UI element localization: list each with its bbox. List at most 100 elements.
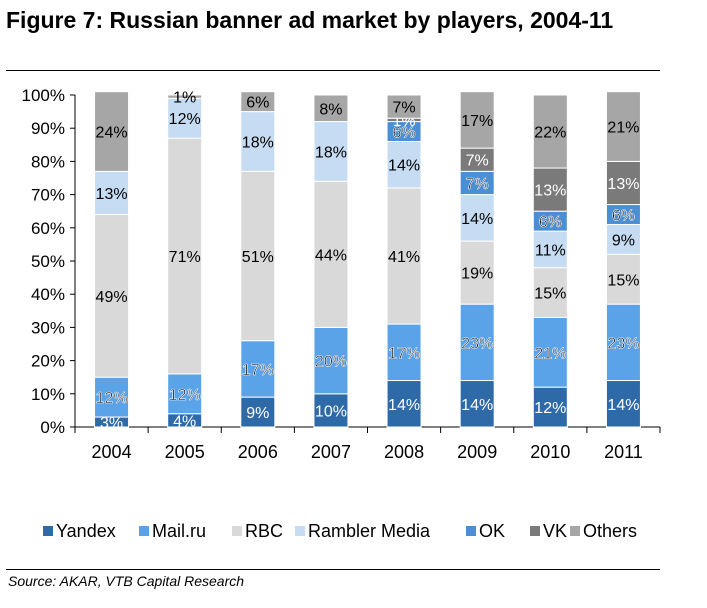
data-label: 9% (612, 232, 635, 249)
data-label: 18% (315, 144, 347, 161)
data-label: 17% (242, 362, 274, 379)
bar-segment (532, 316, 568, 388)
data-label: 14% (388, 158, 420, 175)
bar-segment (459, 91, 495, 149)
data-label: 13% (96, 186, 128, 203)
data-label: 15% (534, 286, 566, 303)
bar-segment (386, 140, 422, 189)
bar-segment (605, 223, 641, 255)
bar-segment (459, 240, 495, 305)
legend-label: Rambler Media (308, 521, 431, 541)
data-label: 13% (607, 176, 639, 193)
y-tick-label: 90% (31, 119, 65, 138)
legend-swatch (530, 526, 540, 536)
x-tick-label: 2009 (457, 442, 497, 462)
legend-swatch (232, 526, 242, 536)
data-label: 23% (461, 335, 493, 352)
bar-segment (240, 111, 276, 172)
data-label: 14% (388, 397, 420, 414)
data-label: 4% (173, 413, 196, 430)
x-tick-label: 2010 (530, 442, 570, 462)
data-label: 12% (169, 387, 201, 404)
bar-segment (94, 91, 130, 172)
data-label: 7% (466, 176, 489, 193)
data-label: 10% (315, 403, 347, 420)
bar-segment (167, 94, 203, 99)
data-label: 23% (607, 335, 639, 352)
data-label: 3% (100, 415, 123, 432)
data-label: 13% (534, 183, 566, 200)
y-tick-label: 100% (22, 86, 65, 105)
legend-label: Yandex (56, 521, 116, 541)
bar-segment (94, 376, 130, 418)
data-label: 12% (169, 111, 201, 128)
bar-segment (605, 380, 641, 428)
y-tick-label: 20% (31, 352, 65, 371)
data-label: 24% (96, 125, 128, 142)
data-label: 49% (96, 289, 128, 306)
data-label: 17% (461, 113, 493, 130)
data-label: 12% (96, 390, 128, 407)
data-label: 9% (246, 405, 269, 422)
data-label: 1% (173, 90, 196, 107)
legend-label: OK (479, 521, 505, 541)
legend-swatch (139, 526, 149, 536)
bar-segment (313, 121, 349, 182)
bar-segment (532, 94, 568, 169)
bar-segment (605, 253, 641, 305)
bar-segment (313, 393, 349, 428)
data-label: 11% (535, 242, 566, 259)
data-label: 6% (246, 95, 269, 112)
legend-swatch (43, 526, 53, 536)
source-note: Source: AKAR, VTB Capital Research (8, 573, 245, 589)
y-tick-label: 40% (31, 285, 65, 304)
y-tick-label: 10% (31, 385, 65, 404)
source-divider (6, 569, 660, 570)
stacked-bar-chart: 0% 10% 20% 30% 40% 50% 60% 70% 80% 90% 100% 3% 12% 49… (22, 86, 661, 541)
bar-segment (94, 170, 130, 216)
bar-segment (532, 230, 568, 269)
bar-segment (386, 323, 422, 382)
bar-segment (240, 91, 276, 113)
y-tick-label: 0% (40, 418, 65, 437)
bar-segment (605, 91, 641, 162)
data-label: 7% (393, 100, 416, 117)
x-tick-label: 2006 (238, 442, 278, 462)
bar-segment (240, 396, 276, 428)
x-tick-label: 2007 (311, 442, 351, 462)
title-divider (6, 70, 660, 71)
chart-title: Figure 7: Russian banner ad market by pl… (6, 7, 614, 33)
y-tick-label: 50% (31, 252, 65, 271)
legend-label: RBC (245, 521, 283, 541)
data-label: 51% (242, 249, 274, 266)
bar-segment (94, 214, 130, 378)
bar-segment (313, 94, 349, 123)
data-label: 20% (315, 354, 347, 371)
data-label: 44% (315, 247, 347, 264)
y-tick-label: 80% (31, 152, 65, 171)
data-label: 14% (607, 397, 639, 414)
data-label: 71% (169, 249, 201, 266)
bar-segment (167, 373, 203, 415)
data-label: 6% (393, 125, 416, 142)
data-label: 15% (607, 272, 639, 289)
y-tick-label: 30% (31, 318, 65, 337)
data-label: 14% (461, 211, 493, 228)
legend-swatch (570, 526, 580, 536)
data-label: 19% (461, 266, 493, 283)
data-label: 14% (461, 397, 493, 414)
legend-swatch (466, 526, 476, 536)
legend-label: VK (543, 521, 567, 541)
data-label: 21% (607, 120, 639, 137)
bar-segment (386, 187, 422, 325)
bar-segment (459, 194, 495, 242)
bar-segment (532, 386, 568, 428)
data-label: 18% (242, 134, 274, 151)
y-tick-label: 60% (31, 219, 65, 238)
data-label: 17% (388, 345, 420, 362)
x-tick-label: 2008 (384, 442, 424, 462)
data-label: 8% (319, 101, 342, 118)
bar-segment (313, 326, 349, 395)
data-label: 21% (534, 345, 566, 362)
bar-segment (167, 137, 203, 375)
